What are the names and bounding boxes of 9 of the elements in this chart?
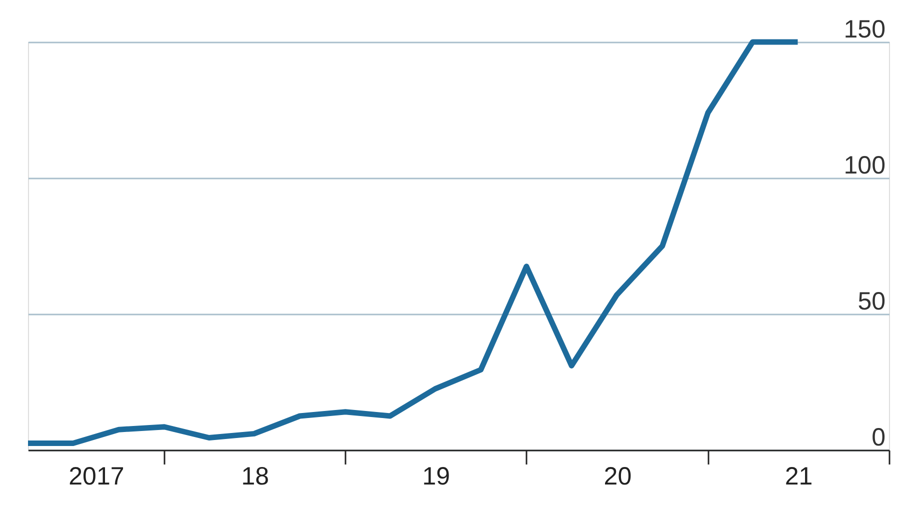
x-tick-label: 21 [784, 462, 813, 490]
x-tick-label: 20 [604, 462, 632, 490]
x-tick-label: 19 [422, 462, 450, 490]
x-tick-label: 2017 [68, 462, 124, 490]
y-tick-label: 150 [844, 16, 886, 44]
y-tick-label: 100 [844, 152, 886, 180]
y-tick-label: 0 [872, 424, 886, 452]
y-tick-label: 50 [858, 288, 886, 316]
x-tick-label: 18 [241, 462, 270, 490]
